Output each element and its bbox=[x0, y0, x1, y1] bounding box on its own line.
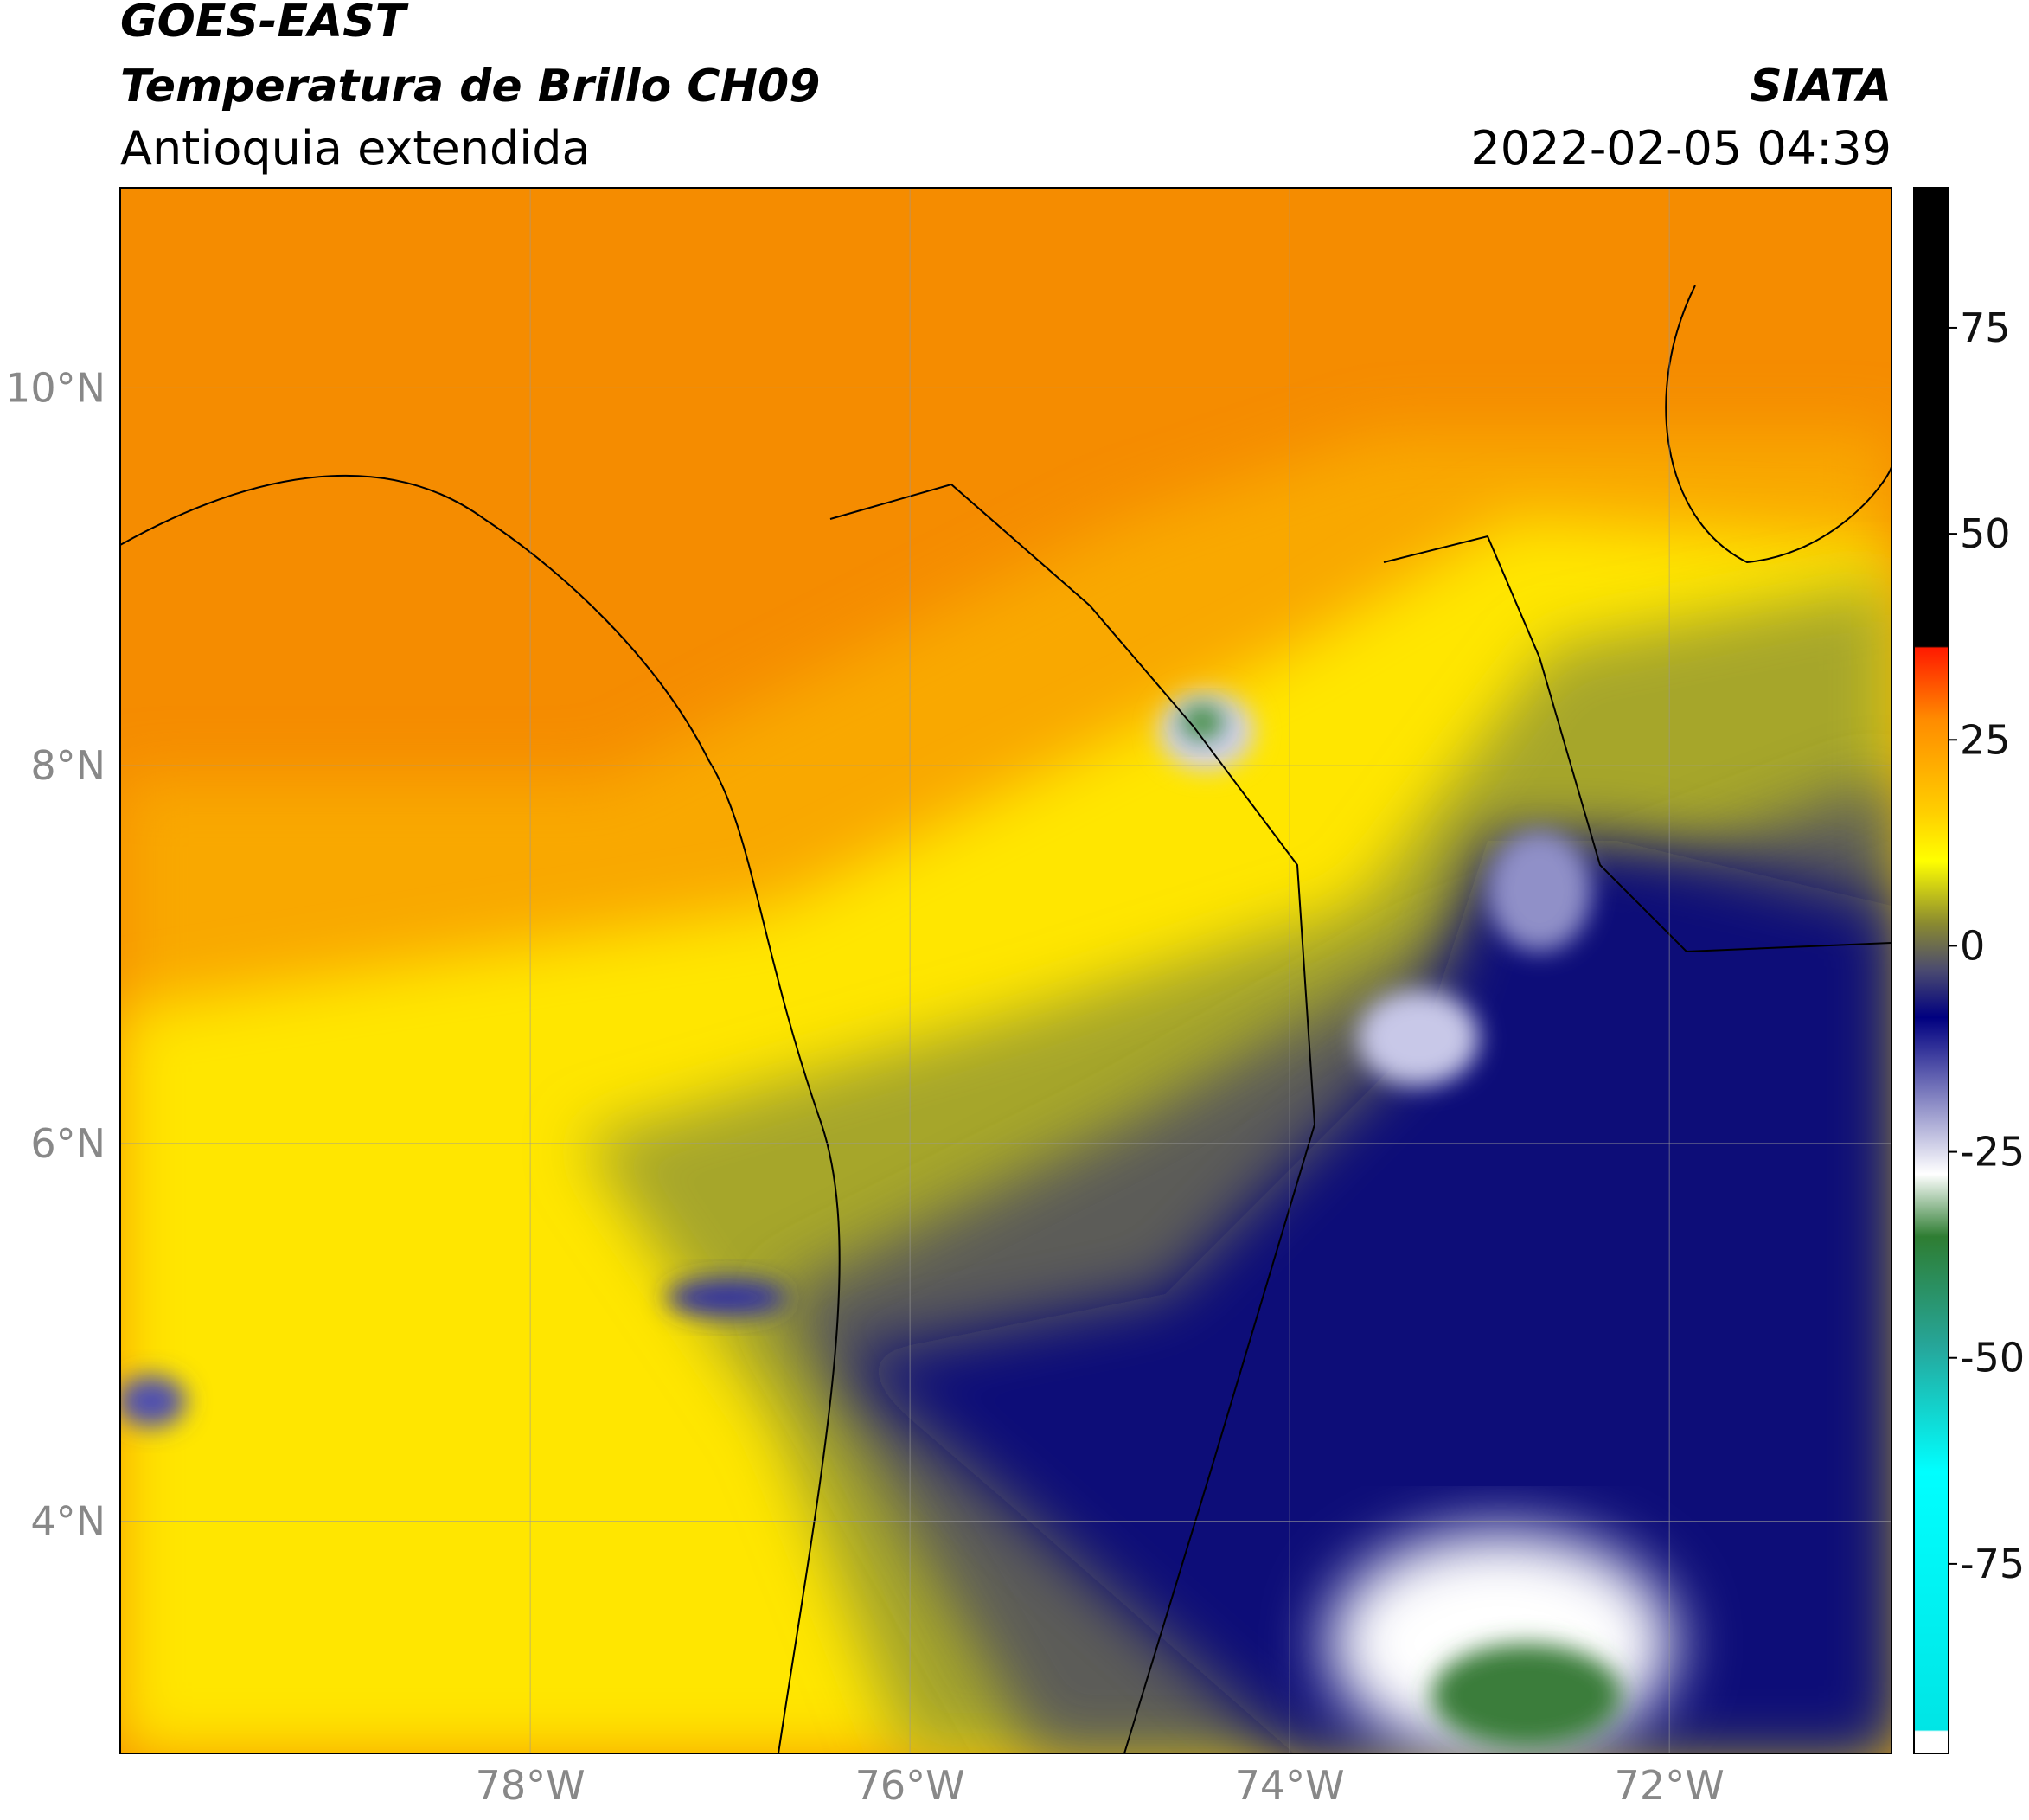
y-tick-label: 6°N bbox=[30, 1120, 106, 1167]
source: SIATA bbox=[1750, 61, 1891, 112]
colorbar-tick-label: 75 bbox=[1960, 304, 2011, 351]
satellite-image bbox=[120, 188, 1891, 1753]
y-tick-label: 8°N bbox=[30, 742, 106, 789]
title: GOES-EAST bbox=[120, 0, 409, 48]
x-tick-label: 72°W bbox=[1615, 1762, 1725, 1809]
x-tick-label: 76°W bbox=[855, 1762, 965, 1809]
subtitle: Temperatura de Brillo CH09 bbox=[120, 61, 820, 112]
colorbar-tick-label: -50 bbox=[1960, 1335, 2025, 1381]
y-tick-label: 10°N bbox=[5, 364, 106, 411]
x-tick-label: 78°W bbox=[476, 1762, 586, 1809]
map-frame bbox=[119, 187, 1892, 1754]
colorbar-tick-label: -75 bbox=[1960, 1541, 2025, 1587]
colorbar-tick-label: 25 bbox=[1960, 716, 2011, 763]
x-tick-label: 74°W bbox=[1235, 1762, 1345, 1809]
grid bbox=[120, 188, 1891, 1753]
region: Antioquia extendida bbox=[120, 121, 591, 176]
datetime: 2022-02-05 04:39 bbox=[1470, 121, 1891, 176]
colorbar-tick-label: 50 bbox=[1960, 510, 2011, 557]
colorbar-tick-label: 0 bbox=[1960, 922, 1985, 969]
colorbar bbox=[1913, 187, 1949, 1754]
colorbar-tick-label: -25 bbox=[1960, 1129, 2025, 1176]
y-tick-label: 4°N bbox=[30, 1497, 106, 1544]
